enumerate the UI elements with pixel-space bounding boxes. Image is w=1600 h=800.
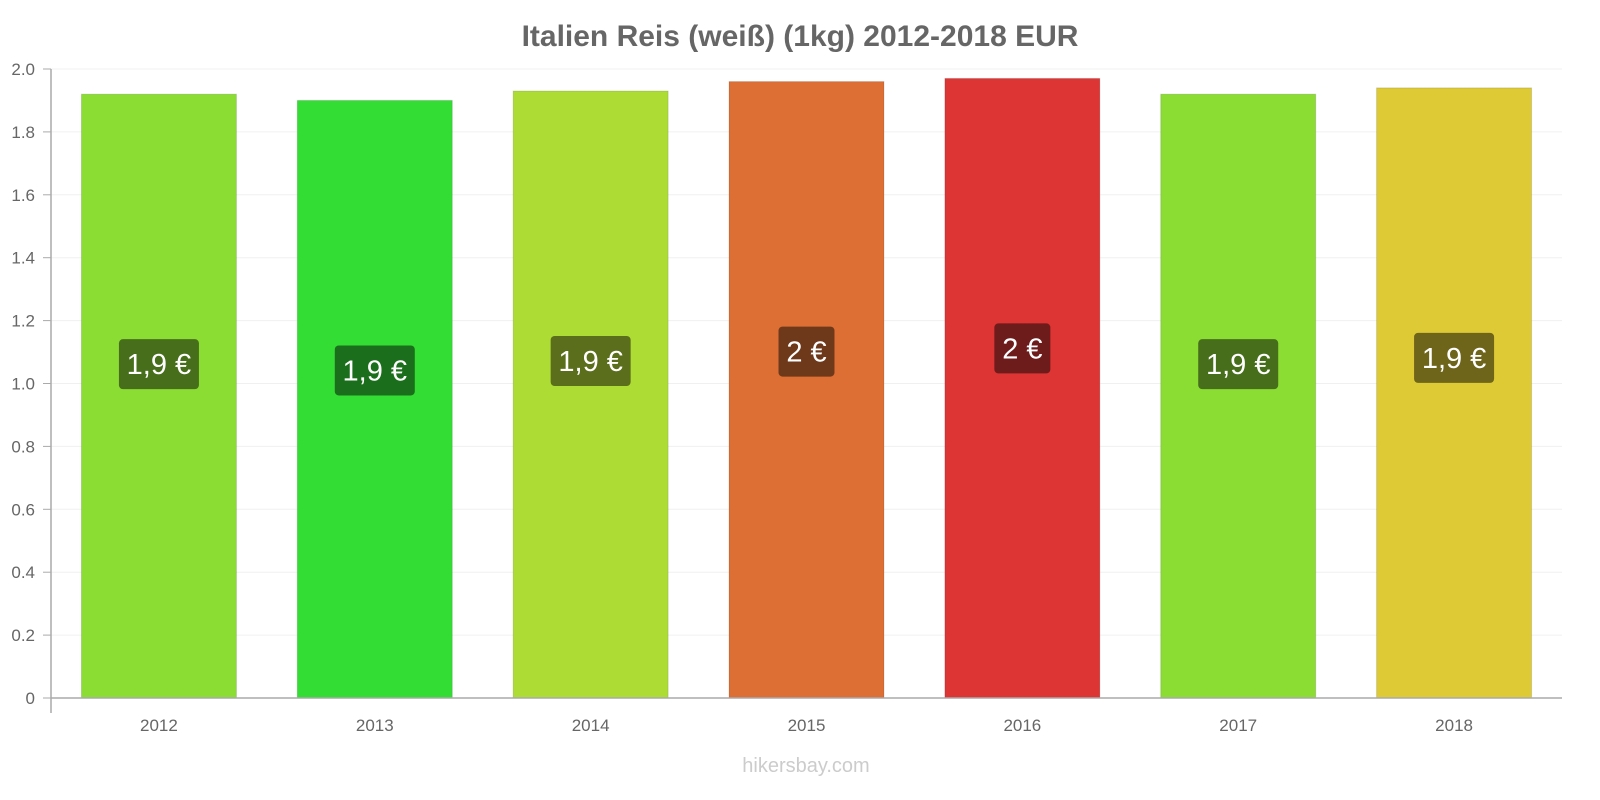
y-tick-label: 1.2: [11, 312, 35, 331]
data-label-box: [994, 323, 1051, 374]
data-label-box: [1198, 339, 1279, 390]
watermark: hikersbay.com: [742, 755, 869, 777]
data-label: 1,9 €: [558, 346, 623, 378]
x-tick-label: 2018: [1435, 716, 1473, 735]
data-label-box: [778, 326, 835, 377]
y-tick-label: 0.8: [11, 437, 35, 456]
x-tick-label: 2012: [140, 716, 178, 735]
y-tick-label: 1.0: [11, 375, 35, 394]
y-tick-label: 2.0: [11, 60, 35, 79]
bar-2014: [512, 90, 669, 699]
bar-2016: [944, 77, 1101, 699]
x-tick-label: 2014: [572, 716, 610, 735]
bar-2017: [1160, 93, 1317, 699]
data-label: 1,9 €: [343, 355, 408, 387]
y-tick-label: 0.6: [11, 500, 35, 519]
data-label: 2 €: [1002, 333, 1042, 365]
x-tick-label: 2017: [1219, 716, 1257, 735]
x-tick-label: 2013: [356, 716, 394, 735]
data-label: 2 €: [786, 337, 826, 369]
bar-2013: [296, 99, 453, 699]
y-tick-label: 1.6: [11, 186, 35, 205]
data-label: 1,9 €: [1206, 349, 1271, 381]
x-tick-label: 2016: [1003, 716, 1041, 735]
data-label-box: [334, 345, 415, 396]
chart-title: Italien Reis (weiß) (1kg) 2012-2018 EUR: [522, 20, 1079, 53]
bar-2012: [80, 93, 237, 699]
y-tick-label: 0: [26, 689, 35, 708]
data-label-box: [118, 339, 199, 390]
x-tick-label: 2015: [788, 716, 826, 735]
y-tick-label: 1.4: [11, 249, 35, 268]
data-label: 1,9 €: [1422, 343, 1487, 375]
y-tick-label: 0.2: [11, 626, 35, 645]
y-tick-label: 0.4: [11, 563, 35, 582]
bar-2015: [728, 81, 885, 699]
data-label-box: [550, 336, 631, 387]
bar-2018: [1376, 87, 1533, 699]
data-label-box: [1414, 332, 1495, 383]
data-label: 1,9 €: [127, 349, 192, 381]
y-tick-label: 1.8: [11, 123, 35, 142]
